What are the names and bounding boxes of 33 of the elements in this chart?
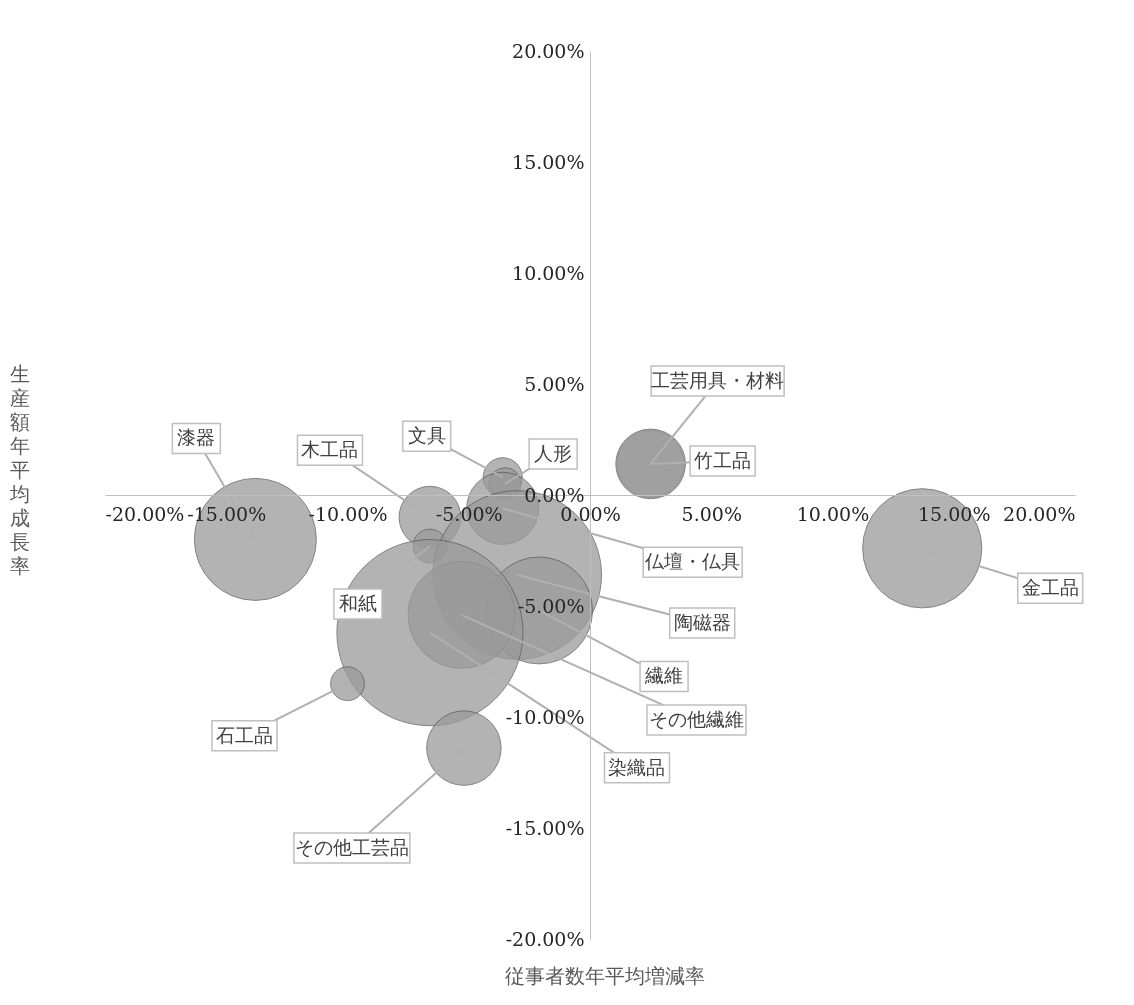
x-tick-label: 5.00%	[681, 502, 742, 525]
x-axis-title: 従事者数年平均増減率	[505, 964, 705, 988]
text: 工芸用具・材料	[651, 368, 785, 391]
text: 木工品	[301, 438, 359, 461]
text: その他工芸品	[294, 836, 409, 859]
y-tick-label: 15.00%	[512, 150, 585, 173]
x-tick-label: 20.00%	[1003, 502, 1076, 525]
y-tick-label: -20.00%	[505, 927, 585, 950]
y-tick-label: 10.00%	[512, 261, 585, 284]
text: 染織品	[608, 755, 666, 778]
x-tick-label: -5.00%	[435, 502, 503, 525]
y-tick-label: 20.00%	[512, 39, 585, 62]
text: 陶磁器	[673, 610, 731, 633]
x-tick-label: -10.00%	[308, 502, 388, 525]
y-tick-label: -10.00%	[505, 705, 585, 728]
text: 金工品	[1021, 576, 1079, 599]
x-tick-label: -15.00%	[187, 502, 267, 525]
text: 和紙	[338, 592, 377, 615]
x-tick-label: -20.00%	[105, 502, 185, 525]
x-tick-label: 10.00%	[796, 502, 870, 525]
text: 漆器	[177, 426, 216, 449]
series-label: 竹工品	[694, 448, 752, 471]
text: 文具	[407, 424, 446, 447]
y-tick-label: -5.00%	[517, 594, 585, 617]
x-tick-label: 15.00%	[918, 502, 991, 525]
y-tick-label: 5.00%	[524, 372, 585, 395]
text: その他繊維	[648, 707, 744, 730]
series-label: 人形	[534, 441, 573, 464]
text: 生産額年平均成長率	[10, 362, 30, 578]
text: 仏壇・仏具	[644, 550, 741, 573]
y-tick-label: -15.00%	[505, 816, 585, 839]
text: 石工品	[216, 723, 273, 746]
text: 繊維	[644, 664, 684, 687]
